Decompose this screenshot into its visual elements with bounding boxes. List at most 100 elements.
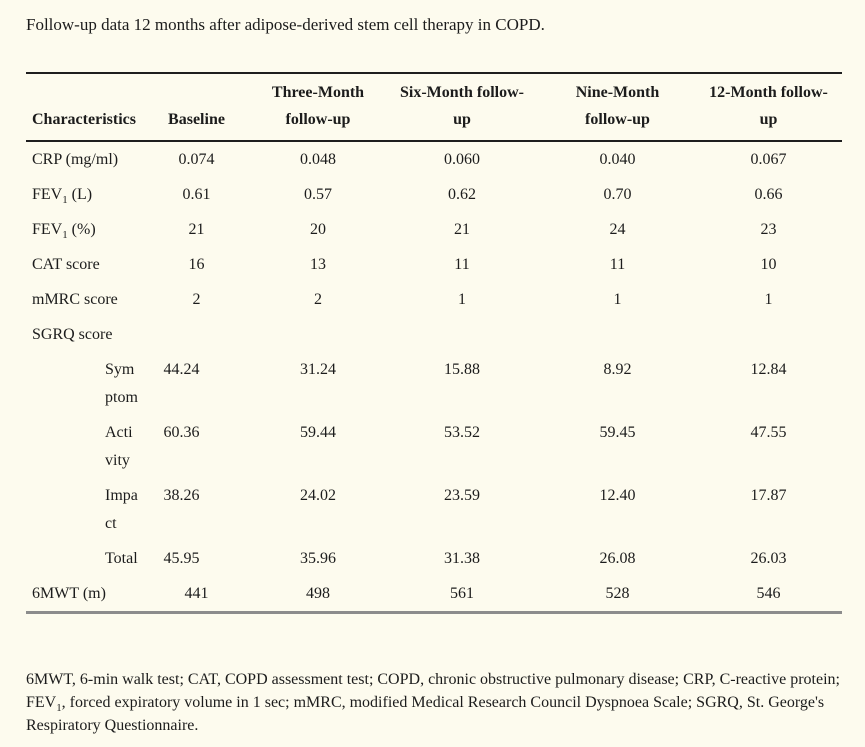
row-label-part: CAT score — [32, 256, 100, 273]
header-characteristics: Characteristics — [26, 73, 141, 142]
row-label-part: FEV — [32, 186, 63, 203]
row-label-part: CRP (mg/ml) — [32, 151, 119, 168]
row-label: mMRC score — [26, 282, 141, 317]
cell-value: 12.84 — [750, 361, 787, 378]
cell-value — [252, 317, 384, 352]
cell-value: 0.060 — [444, 151, 480, 168]
cell-value: 21 — [454, 221, 470, 238]
row-label-text: Total — [105, 545, 138, 573]
cell-value: 21 — [188, 221, 205, 238]
header-nine-month: Nine-Month follow-up — [540, 73, 695, 142]
cell-value: 31.24 — [300, 361, 336, 378]
cell-value: 44.24 — [163, 361, 200, 378]
row-label: Acti vity — [26, 415, 141, 478]
cell-value: 0.040 — [599, 151, 636, 168]
table-row: Sym ptom 44.24 31.24 15.88 8.92 12.84 — [26, 352, 842, 415]
row-label: SGRQ score — [26, 317, 141, 352]
cell-value: 53.52 — [444, 424, 480, 441]
cell-value: 0.067 — [750, 151, 787, 168]
cell-value: 38.26 — [163, 487, 200, 504]
cell-value: 12.40 — [599, 487, 636, 504]
cell-value: 11 — [609, 256, 626, 273]
cell-value: 16 — [188, 256, 205, 273]
table-row: FEV1 (%) 21 20 21 24 23 — [26, 212, 842, 247]
row-label-text: FEV1 (%) — [32, 221, 96, 242]
cell-value: 17.87 — [750, 487, 787, 504]
header-row: Characteristics Baseline Three-Month fol… — [26, 73, 842, 142]
footnote-text-part2: , forced expiratory volume in 1 sec; mMR… — [26, 694, 825, 734]
table-row: Impa ct 38.26 24.02 23.59 12.40 17.87 — [26, 478, 842, 541]
cell-value: 23.59 — [444, 487, 480, 504]
cell-value: 528 — [540, 576, 695, 614]
cell-value: 26.08 — [599, 550, 636, 567]
footnote-subscript: 1 — [56, 702, 62, 715]
cell-value: 1 — [764, 291, 773, 308]
cell-value: 23 — [760, 221, 777, 238]
row-label-text: SGRQ score — [32, 326, 112, 343]
cell-value: 11 — [454, 256, 470, 273]
header-twelve-month: 12-Month follow- up — [695, 73, 842, 142]
row-label-subscript: 1 — [62, 194, 68, 207]
cell-value: 0.048 — [300, 151, 336, 168]
cell-value: 31.38 — [444, 550, 480, 567]
cell-value: 0.61 — [182, 186, 211, 203]
table-row: FEV1 (L) 0.61 0.57 0.62 0.70 0.66 — [26, 177, 842, 212]
table-header: Characteristics Baseline Three-Month fol… — [26, 73, 842, 142]
cell-value: 20 — [310, 221, 326, 238]
row-label-text: FEV1 (L) — [32, 186, 93, 207]
table-row: SGRQ score — [26, 317, 842, 352]
header-three-month: Three-Month follow-up — [252, 73, 384, 142]
cell-value: 2 — [314, 291, 322, 308]
row-label-subscript: 1 — [62, 229, 68, 242]
cell-value: 1 — [458, 291, 466, 308]
row-label-text: 6MWT (m) — [32, 585, 106, 602]
cell-value: 0.70 — [603, 186, 632, 203]
cell-value: 2 — [192, 291, 201, 308]
cell-value: 13 — [310, 256, 326, 273]
row-label-text: CAT score — [32, 256, 100, 273]
cell-value — [384, 317, 540, 352]
cell-value: 35.96 — [300, 550, 336, 567]
cell-value: 45.95 — [163, 550, 200, 567]
cell-value: 1 — [613, 291, 622, 308]
row-label: Impa ct — [26, 478, 141, 541]
cell-value — [540, 317, 695, 352]
cell-value: 10 — [760, 256, 777, 273]
followup-data-table: Characteristics Baseline Three-Month fol… — [26, 72, 842, 614]
row-label-text: Impa ct — [105, 482, 138, 538]
footnote-text-part1: 6MWT, 6-min walk test; CAT, COPD assessm… — [26, 671, 840, 711]
cell-value: 546 — [695, 576, 842, 614]
row-label-part: mMRC score — [32, 291, 118, 308]
header-six-month: Six-Month follow- up — [384, 73, 540, 142]
cell-value: 24.02 — [300, 487, 336, 504]
cell-value: 0.62 — [448, 186, 476, 203]
row-label-part: (L) — [67, 186, 93, 203]
cell-value: 0.66 — [754, 186, 783, 203]
cell-value: 47.55 — [750, 424, 787, 441]
row-label: CAT score — [26, 247, 141, 282]
cell-value: 15.88 — [444, 361, 480, 378]
row-label: FEV1 (%) — [26, 212, 141, 247]
row-label: Total — [26, 541, 141, 576]
cell-value: 441 — [141, 576, 252, 614]
cell-value: 0.074 — [178, 151, 215, 168]
row-label: CRP (mg/ml) — [26, 141, 141, 177]
table-row: CAT score 16 13 11 11 10 — [26, 247, 842, 282]
header-baseline: Baseline — [141, 73, 252, 142]
row-label-part: FEV — [32, 221, 63, 238]
table-body: CRP (mg/ml) 0.074 0.048 0.060 0.040 0.067 FEV1… — [26, 141, 842, 614]
table-row: CRP (mg/ml) 0.074 0.048 0.060 0.040 0.067 — [26, 141, 842, 177]
table-row: Total 45.95 35.96 31.38 26.08 26.03 — [26, 541, 842, 576]
table-row: mMRC score 2 2 1 1 1 — [26, 282, 842, 317]
row-label-text: Acti vity — [105, 419, 133, 475]
row-label-text: Sym ptom — [105, 356, 138, 412]
row-label-part: SGRQ score — [32, 326, 113, 343]
table-footnote: 6MWT, 6-min walk test; CAT, COPD assessm… — [26, 668, 842, 737]
cell-value: 498 — [252, 576, 384, 614]
row-label-part: Sym ptom — [105, 361, 138, 406]
cell-value: 59.45 — [599, 424, 636, 441]
row-label: Sym ptom — [26, 352, 141, 415]
row-label-text: CRP (mg/ml) — [32, 151, 118, 168]
row-label: FEV1 (L) — [26, 177, 141, 212]
cell-value — [141, 317, 252, 352]
